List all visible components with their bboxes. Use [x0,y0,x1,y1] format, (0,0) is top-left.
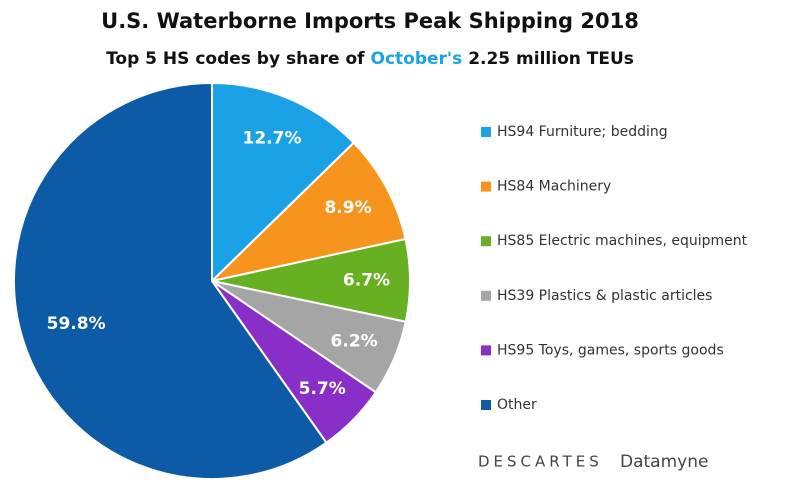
value-label: 12.7% [243,129,302,149]
pie-slice [208,141,407,283]
legend-label: Other [497,397,537,413]
logo-brand: DESCARTES [478,453,603,471]
legend-swatch [481,127,491,137]
legend: HS94 Furniture; bedding HS84 Machinery HS8… [481,124,748,413]
subtitle-part: 2.25 million TEUs [468,49,634,69]
legend-label: HS94 Furniture; bedding [497,124,668,140]
value-label: 8.9% [324,198,371,218]
pie-slice [211,81,356,284]
legend-label: HS39 Plastics & plastic articles [497,288,712,304]
legend-swatch [481,181,491,192]
legend-swatch [481,290,491,301]
legend-label: HS84 Machinery [497,179,611,195]
value-label: 6.2% [331,331,378,351]
pie: 12.7% 8.9% 6.7% 6.2% 5.7% 59.8% [13,81,411,480]
legend-label: HS85 Electric machines, equipment [497,233,748,249]
legend-swatch [481,236,491,247]
value-label: 5.7% [299,379,346,399]
value-label: 59.8% [47,314,106,334]
legend-swatch [481,400,491,410]
chart-subtitle: Top 5 HS codes by share of October's 2.2… [106,49,634,69]
value-label: 6.7% [343,271,390,291]
chart-title: U.S. Waterborne Imports Peak Shipping 20… [101,9,639,33]
legend-swatch [481,345,491,356]
pie-slice [13,81,328,480]
logo-product: Datamyne [620,452,708,472]
subtitle-highlight: October's [371,49,463,69]
subtitle-part: Top 5 HS codes by share of [106,49,365,69]
legend-label: HS95 Toys, games, sports goods [497,342,724,358]
